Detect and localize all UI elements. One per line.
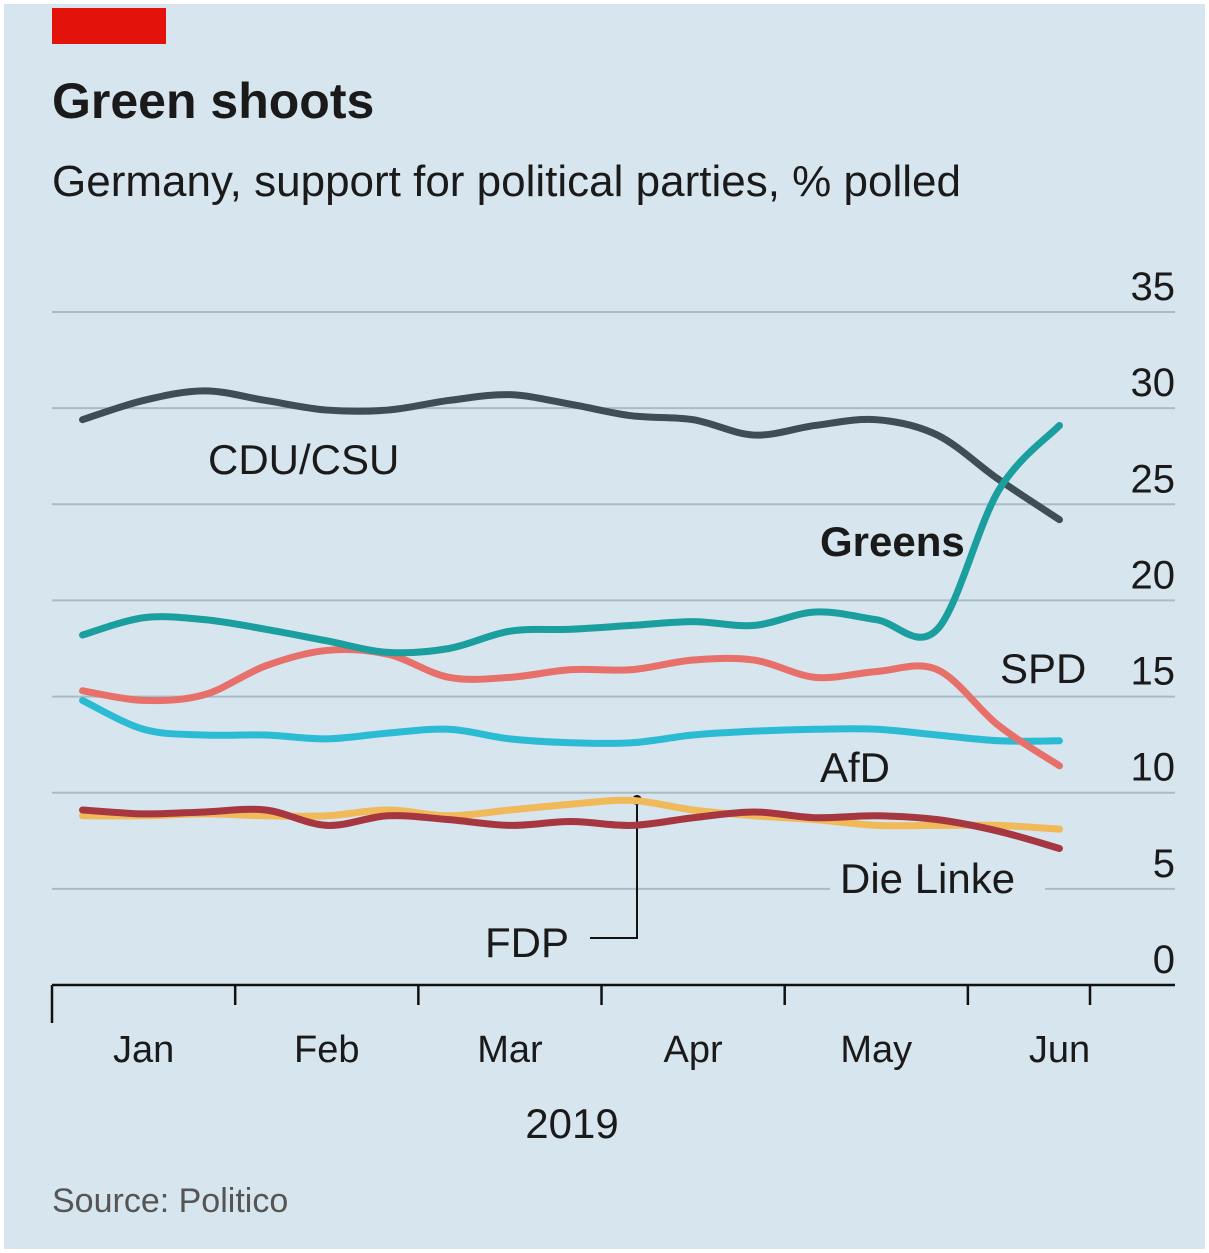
series-label: SPD	[1000, 645, 1086, 692]
series-line	[79, 805, 1063, 852]
fdp-callout	[590, 800, 638, 939]
x-tick-label: Mar	[477, 1029, 543, 1071]
source: Source: Politico	[52, 1182, 288, 1220]
y-tick-label: 30	[1131, 361, 1176, 405]
series-line	[79, 696, 1063, 747]
y-tick-label: 20	[1131, 553, 1176, 597]
x-tick-label: Feb	[294, 1029, 359, 1071]
y-tick-label: 10	[1131, 746, 1176, 790]
chart-subtitle: Germany, support for political parties, …	[52, 157, 961, 206]
y-tick-label: 0	[1153, 938, 1175, 982]
series-label: AfD	[820, 744, 890, 791]
y-tick-label: 15	[1131, 650, 1176, 694]
series-line	[79, 796, 1063, 833]
x-axis-label: 2019	[525, 1100, 618, 1147]
x-tick-label: Apr	[664, 1029, 723, 1071]
y-tick-label: 35	[1131, 265, 1176, 309]
series-label: CDU/CSU	[208, 436, 399, 483]
series-label: Greens	[820, 518, 965, 565]
label-backing	[830, 853, 1045, 903]
x-tick-label: Jun	[1029, 1029, 1090, 1071]
y-tick-label: 5	[1153, 842, 1175, 886]
brand-tag	[52, 8, 166, 44]
x-tick-label: May	[840, 1029, 912, 1071]
series-line	[79, 387, 1063, 524]
series-label: Die Linke	[840, 855, 1015, 902]
series-line	[79, 646, 1063, 770]
chart-title: Green shoots	[52, 73, 374, 129]
series-label: FDP	[485, 919, 569, 966]
series-line	[79, 421, 1063, 657]
y-tick-label: 25	[1131, 457, 1176, 501]
x-tick-label: Jan	[113, 1029, 174, 1071]
